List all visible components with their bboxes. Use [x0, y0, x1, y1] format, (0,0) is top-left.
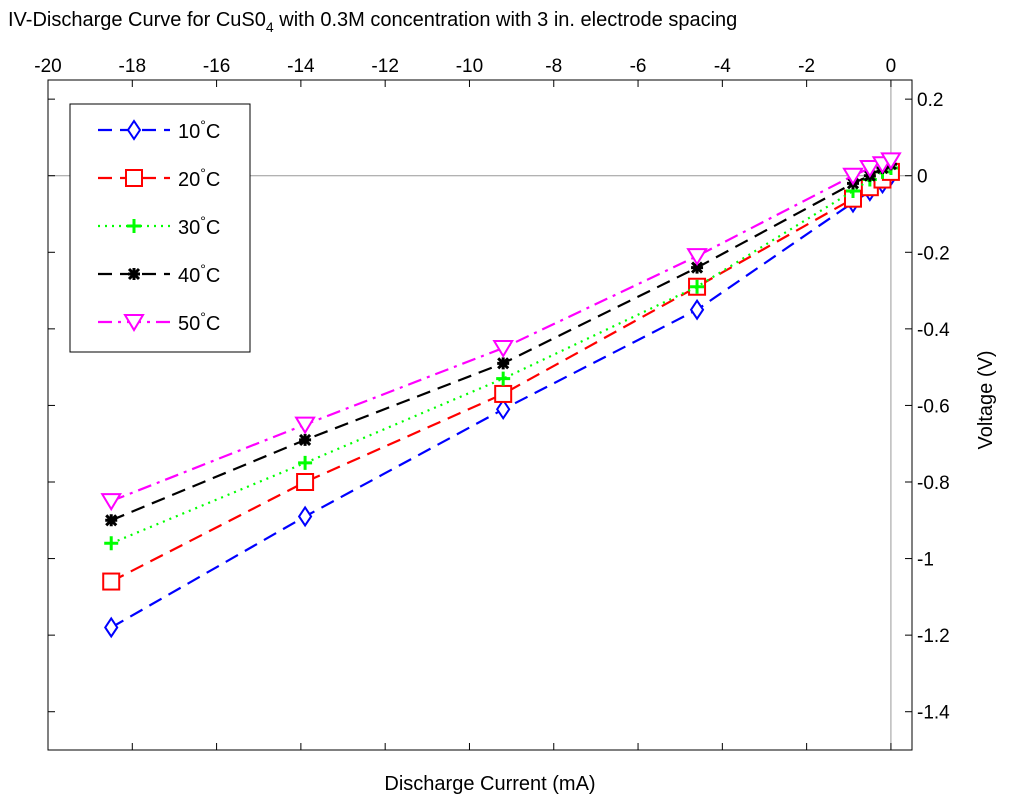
legend-label-unit: C: [206, 313, 220, 335]
legend-item: 20°C: [98, 165, 220, 191]
y-tick-label: -0.6: [917, 396, 950, 417]
legend-label-unit: C: [206, 217, 220, 239]
legend-item: 10°C: [98, 117, 220, 143]
legend-label-value: 50: [178, 313, 200, 335]
legend-item: 30°C: [98, 213, 220, 239]
data-point: [105, 514, 118, 527]
data-point: [690, 261, 704, 274]
legend-label-degree: °: [200, 261, 206, 277]
chart-title-prefix: IV-Discharge Curve for CuS0: [8, 9, 266, 31]
y-tick-label: -0.8: [917, 473, 950, 494]
data-point: [496, 371, 511, 386]
data-point: [497, 357, 510, 370]
data-point: [296, 473, 315, 491]
plot-area: -20 -18 -16 -14 -12 -10 -8 -6 -4 -2 00.20-0.2-0.4-…: [34, 56, 950, 751]
legend-label: 20°C: [178, 165, 220, 191]
legend-label-degree: °: [200, 117, 206, 133]
y-tick-label: 0.2: [917, 90, 943, 111]
data-point: [686, 248, 708, 267]
legend-label: 10°C: [178, 117, 220, 143]
data-point: [842, 167, 864, 186]
series-50: [100, 152, 902, 512]
legend-label-degree: °: [200, 213, 206, 229]
legend-label-degree: °: [200, 165, 206, 181]
legend-marker: [123, 314, 145, 332]
data-point: [880, 152, 902, 171]
x-tick-label: -12: [371, 56, 398, 77]
data-point: [297, 505, 313, 528]
y-tick-label: -1.2: [917, 626, 950, 647]
legend-marker: [126, 119, 142, 141]
legend-label-unit: C: [206, 169, 220, 191]
chart-title-suffix: with 0.3M concentration with 3 in. elect…: [274, 9, 738, 31]
y-tick-label: -0.2: [917, 243, 950, 264]
y-tick-label: -0.4: [917, 320, 950, 341]
y-tick-label: -1: [917, 550, 934, 571]
legend-marker: [125, 169, 143, 187]
x-tick-label: -18: [119, 56, 146, 77]
x-tick-label: -2: [798, 56, 815, 77]
data-point: [298, 455, 313, 470]
legend-label: 30°C: [178, 213, 220, 239]
chart-title: IV-Discharge Curve for CuS04 with 0.3M c…: [8, 9, 737, 35]
x-tick-label: -8: [545, 56, 562, 77]
x-tick-label: -6: [630, 56, 647, 77]
x-tick-label: -4: [714, 56, 731, 77]
data-point: [495, 398, 511, 421]
legend-label-value: 40: [178, 265, 200, 287]
y-tick-label: -1.4: [917, 703, 950, 724]
data-point: [294, 416, 316, 435]
data-point: [100, 493, 122, 512]
legend: 10°C20°C30°C40°C50°C: [69, 103, 251, 353]
x-tick-label: -14: [287, 56, 315, 77]
x-tick-label: -16: [203, 56, 230, 77]
legend-item: 50°C: [98, 309, 220, 335]
data-point: [494, 384, 513, 403]
data-point: [689, 298, 705, 321]
legend-label-value: 10: [178, 121, 200, 143]
data-point: [690, 279, 705, 294]
data-point: [299, 433, 312, 446]
legend-label-unit: C: [206, 265, 220, 287]
data-point: [859, 160, 881, 179]
data-point: [104, 616, 119, 639]
x-tick-label: -10: [456, 56, 483, 77]
y-tick-label: 0: [917, 167, 928, 188]
data-point: [102, 572, 121, 591]
legend-label: 40°C: [178, 261, 220, 287]
chart-title-subscript: 4: [266, 19, 274, 35]
y-axis-title: Voltage (V): [975, 351, 997, 450]
legend-item: 40°C: [98, 261, 220, 287]
data-point: [104, 536, 119, 551]
legend-marker: [127, 219, 141, 233]
legend-label-unit: C: [206, 121, 220, 143]
series-line: [110, 159, 892, 503]
x-tick-label: 0: [886, 56, 897, 77]
legend-label: 50°C: [178, 309, 220, 335]
data-point: [492, 340, 514, 358]
legend-label-value: 20: [178, 169, 200, 191]
x-axis-title: Discharge Current (mA): [384, 773, 595, 795]
legend-marker: [127, 267, 141, 281]
legend-box: [69, 103, 251, 353]
legend-label-degree: °: [200, 309, 206, 325]
legend-label-value: 30: [178, 217, 200, 239]
x-tick-label: -20: [34, 56, 61, 77]
